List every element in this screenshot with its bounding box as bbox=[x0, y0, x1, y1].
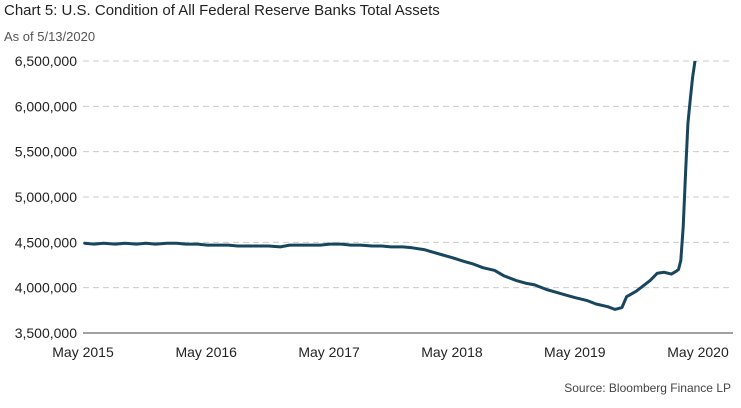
y-tick-label: 4,500,000 bbox=[15, 234, 77, 250]
x-tick-label: May 2020 bbox=[667, 344, 729, 360]
chart-source: Source: Bloomberg Finance LP bbox=[564, 381, 731, 395]
x-tick-label: May 2019 bbox=[544, 344, 606, 360]
y-tick-label: 6,500,000 bbox=[15, 53, 77, 69]
chart-subtitle: As of 5/13/2020 bbox=[4, 29, 96, 44]
x-tick-label: May 2018 bbox=[421, 344, 483, 360]
x-tick-label: May 2017 bbox=[298, 344, 360, 360]
chart-title: Chart 5: U.S. Condition of All Federal R… bbox=[4, 2, 440, 19]
y-tick-label: 6,000,000 bbox=[15, 98, 77, 114]
y-tick-label: 5,500,000 bbox=[15, 144, 77, 160]
x-tick-label: May 2015 bbox=[52, 344, 114, 360]
series-line-total-assets bbox=[83, 61, 697, 311]
x-tick-label: May 2016 bbox=[175, 344, 237, 360]
y-tick-label: 3,500,000 bbox=[15, 325, 77, 341]
y-tick-label: 4,000,000 bbox=[15, 280, 77, 296]
y-tick-label: 5,000,000 bbox=[15, 189, 77, 205]
